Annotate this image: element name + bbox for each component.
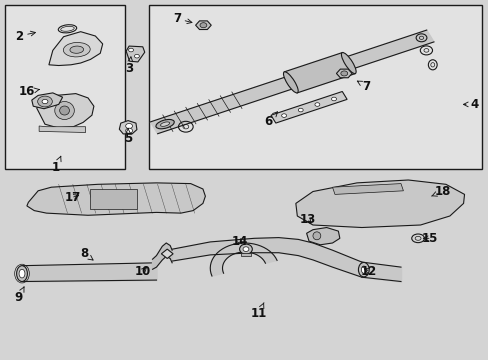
Polygon shape (126, 46, 144, 62)
Circle shape (340, 71, 347, 76)
Ellipse shape (341, 53, 355, 74)
Text: 14: 14 (231, 235, 247, 248)
Bar (149, 5, 481, 169)
Ellipse shape (19, 269, 25, 278)
Polygon shape (336, 69, 351, 78)
Circle shape (125, 123, 132, 129)
Polygon shape (119, 121, 137, 134)
Bar (90, 189, 137, 209)
Text: 8: 8 (80, 247, 93, 260)
Ellipse shape (42, 99, 48, 104)
Text: 11: 11 (250, 303, 267, 320)
Text: 3: 3 (125, 57, 133, 75)
Polygon shape (270, 91, 346, 123)
Ellipse shape (358, 262, 368, 277)
Text: 16: 16 (19, 85, 40, 98)
Text: 13: 13 (299, 213, 316, 226)
Polygon shape (152, 243, 172, 269)
Polygon shape (195, 21, 211, 30)
Polygon shape (172, 238, 361, 277)
Text: 7: 7 (173, 12, 191, 25)
Circle shape (200, 23, 206, 28)
Circle shape (298, 108, 303, 112)
Circle shape (134, 54, 139, 58)
Polygon shape (240, 253, 251, 256)
Polygon shape (295, 180, 464, 228)
Text: 9: 9 (15, 287, 24, 304)
Circle shape (314, 103, 319, 106)
Text: 1: 1 (52, 156, 61, 174)
Text: 5: 5 (124, 129, 132, 145)
Ellipse shape (243, 247, 248, 251)
Polygon shape (306, 228, 339, 245)
Ellipse shape (60, 106, 69, 115)
Polygon shape (161, 249, 173, 258)
Text: 6: 6 (264, 112, 277, 128)
Text: 7: 7 (357, 80, 370, 93)
Polygon shape (284, 53, 354, 93)
Polygon shape (32, 93, 62, 109)
Ellipse shape (160, 122, 169, 126)
Text: 12: 12 (360, 265, 377, 278)
Polygon shape (49, 32, 102, 66)
Polygon shape (27, 183, 205, 215)
Polygon shape (150, 30, 433, 134)
Ellipse shape (70, 46, 83, 53)
Circle shape (128, 48, 133, 52)
Ellipse shape (38, 96, 52, 107)
Text: 2: 2 (16, 30, 35, 42)
Ellipse shape (239, 244, 252, 254)
Text: 18: 18 (431, 185, 450, 198)
Text: 10: 10 (134, 265, 151, 278)
Circle shape (125, 128, 132, 133)
Ellipse shape (156, 120, 174, 129)
Circle shape (331, 97, 336, 101)
Ellipse shape (312, 232, 320, 240)
Polygon shape (332, 184, 403, 194)
Circle shape (281, 114, 286, 117)
Text: 15: 15 (421, 232, 438, 245)
Text: 4: 4 (463, 98, 477, 111)
Polygon shape (37, 94, 94, 128)
Polygon shape (210, 243, 277, 276)
Ellipse shape (55, 102, 74, 120)
Ellipse shape (361, 266, 366, 273)
Polygon shape (39, 126, 85, 132)
Ellipse shape (63, 42, 90, 57)
Text: 17: 17 (64, 191, 81, 204)
Ellipse shape (283, 72, 298, 93)
Ellipse shape (17, 266, 27, 282)
Bar (5, 5, 124, 169)
